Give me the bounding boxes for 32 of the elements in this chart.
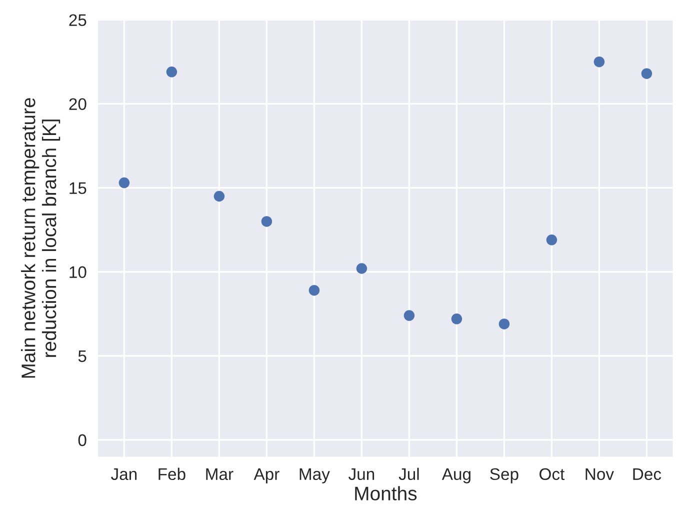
y-tick-label: 10 (70, 266, 86, 278)
point (594, 56, 605, 68)
point (498, 318, 510, 330)
point (118, 177, 130, 188)
point (308, 284, 320, 296)
point (166, 66, 178, 78)
point (546, 234, 558, 246)
x-tick-label: Nov (586, 468, 614, 480)
y-tick-label: 0 (78, 434, 86, 446)
x-tick-label: Apr (254, 468, 280, 484)
x-tick-label: Mar (206, 468, 234, 480)
y-tick-label: 20 (69, 98, 86, 110)
x-tick-label: Jul (398, 468, 419, 480)
x-tick-label: Jan (111, 468, 137, 480)
x-axis-title: Months (355, 486, 417, 500)
x-tick-label: Feb (158, 468, 186, 480)
y-axis-title: Main network return temperature reduction in local branch [K] (21, 98, 60, 378)
point (404, 310, 415, 321)
y-tick-label: 15 (70, 182, 86, 194)
x-tick-label: Oct (540, 468, 565, 480)
point (356, 263, 368, 274)
x-tick-label: Sep (490, 468, 518, 484)
x-tick-label: Jun (348, 468, 374, 480)
point (641, 68, 652, 79)
point (214, 190, 225, 202)
x-tick-label: May (300, 468, 330, 484)
point (451, 314, 462, 324)
x-tick-label: Dec (633, 468, 662, 480)
y-tick-label: 5 (78, 350, 86, 362)
point (261, 216, 272, 227)
x-tick-label: Aug (442, 468, 470, 484)
y-tick-label: 25 (69, 14, 86, 26)
